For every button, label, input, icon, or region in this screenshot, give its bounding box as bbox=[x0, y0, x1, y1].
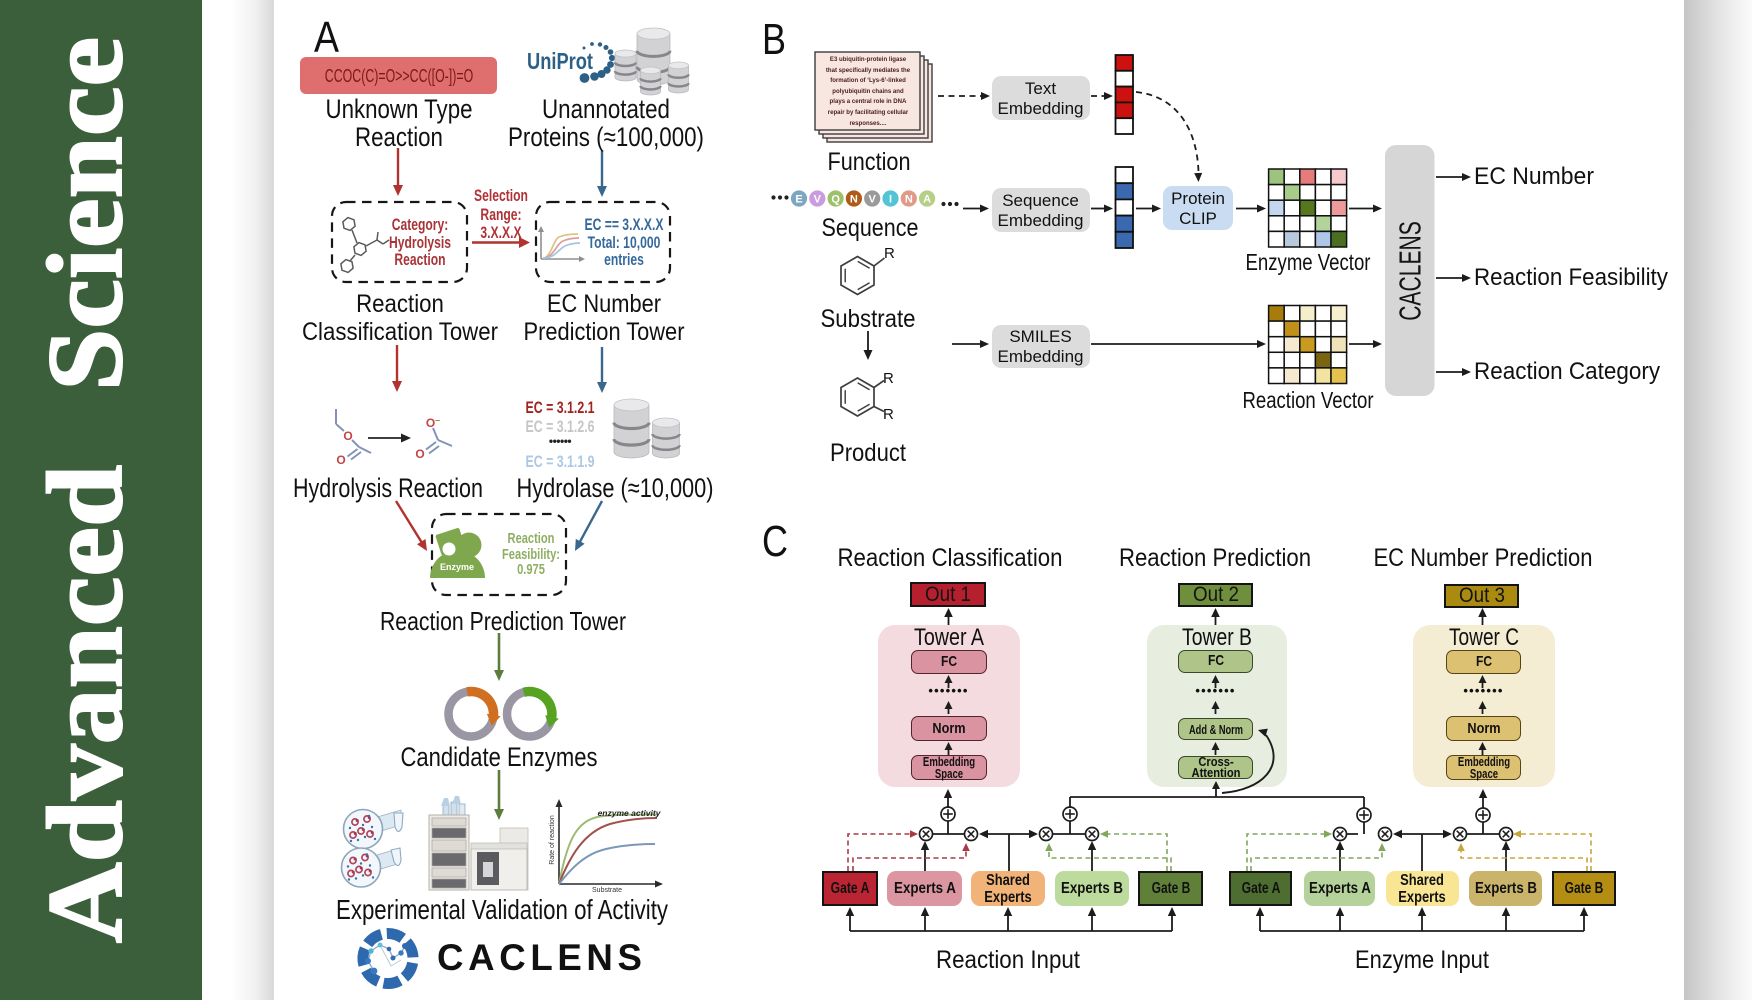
svg-text:I: I bbox=[889, 194, 892, 206]
svg-text:N: N bbox=[905, 194, 913, 206]
svg-text:V: V bbox=[869, 194, 877, 206]
svg-text:Q: Q bbox=[831, 194, 840, 206]
svg-text:E: E bbox=[795, 194, 802, 206]
svg-text:N: N bbox=[850, 194, 858, 206]
svg-text:V: V bbox=[814, 194, 822, 206]
svg-text:A: A bbox=[923, 194, 931, 206]
